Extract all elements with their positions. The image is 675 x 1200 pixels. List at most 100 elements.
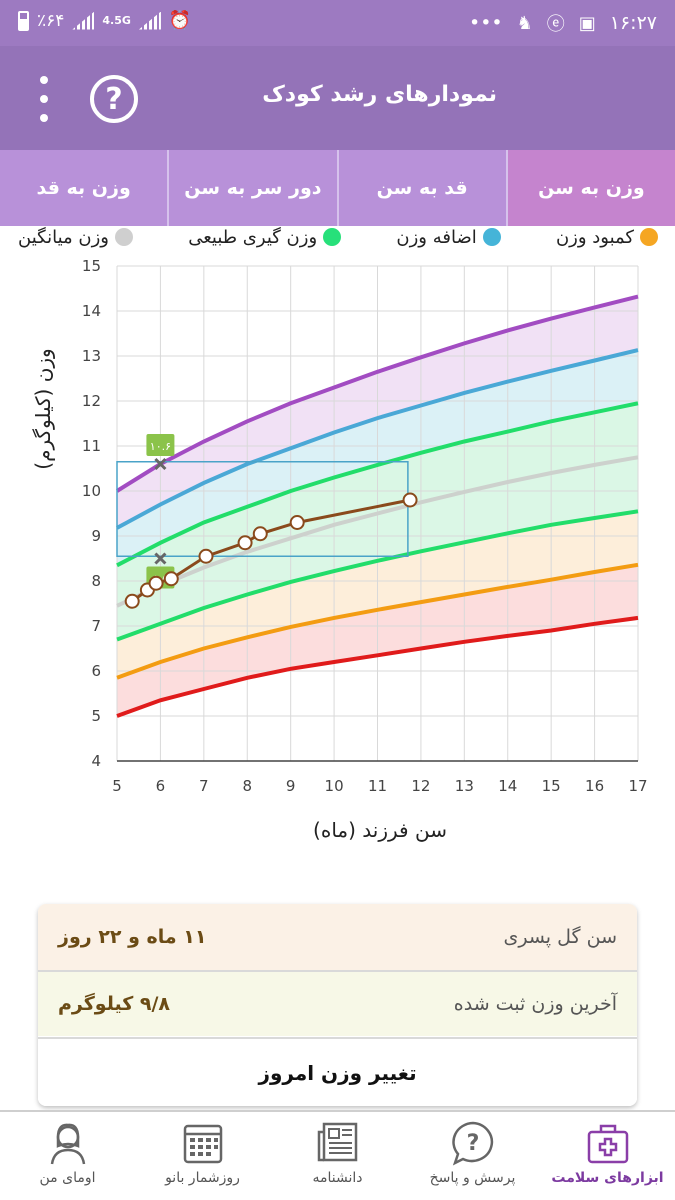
nav-label: ابزارهای سلامت xyxy=(551,1170,664,1186)
percentile-curve xyxy=(115,294,639,493)
chart-tabs: وزن به قد دور سر به سن قد به سن وزن به س… xyxy=(0,150,675,226)
x-tick-label: 6 xyxy=(156,777,166,795)
age-row: سن گل پسری ۱۱ ماه و ۲۲ روز xyxy=(38,904,637,970)
tab-weight-for-age[interactable]: وزن به سن xyxy=(507,150,675,226)
y-tick-label: 8 xyxy=(91,572,101,590)
y-tick-label: 7 xyxy=(91,617,101,635)
y-axis-label: وزن (کیلوگرم) xyxy=(31,348,55,470)
page-title: نمودارهای رشد کودک xyxy=(262,82,497,107)
nav-label: پرسش و پاسخ xyxy=(429,1170,516,1186)
child-weight-point xyxy=(148,575,164,591)
help-button[interactable]: ? xyxy=(90,75,138,123)
legend-average: وزن میانگین xyxy=(18,227,133,248)
y-tick-label: 4 xyxy=(91,752,101,770)
y-tick-label: 15 xyxy=(82,257,101,275)
notification-icon: ♞ xyxy=(516,12,533,34)
woman-icon xyxy=(50,1123,85,1165)
legend-dot xyxy=(323,228,342,246)
nav-item-health-tools[interactable]: ابزارهای سلامت xyxy=(540,1112,675,1200)
y-tick-label: 11 xyxy=(82,437,101,455)
svg-text:?: ? xyxy=(466,1131,479,1156)
child-weight-point xyxy=(163,571,179,587)
y-tick-label: 10 xyxy=(82,482,101,500)
percentile-curve xyxy=(116,348,639,530)
nav-item-questions[interactable]: ? پرسش و پاسخ xyxy=(405,1112,540,1200)
tab-height-for-age[interactable]: قد به سن xyxy=(339,150,508,226)
info-card: سن گل پسری ۱۱ ماه و ۲۲ روز آخرین وزن ثبت… xyxy=(38,904,637,1106)
percentile-curve xyxy=(116,615,639,718)
y-tick-label: 5 xyxy=(91,707,101,725)
percentile-curve xyxy=(116,509,639,642)
weight-row: آخرین وزن ثبت شده ۹/۸ کیلوگرم xyxy=(38,970,637,1036)
tab-head-for-age[interactable]: دور سر به سن xyxy=(169,150,339,226)
overflow-menu-icon[interactable] xyxy=(38,76,50,122)
battery-percent: ٪۶۴ xyxy=(37,10,65,31)
child-weight-point xyxy=(124,593,140,609)
battery-icon xyxy=(18,10,29,31)
x-tick-label: 11 xyxy=(368,777,387,795)
status-right: ••• ♞ ⓔ ▣ ۱۶:۲۷ xyxy=(469,10,657,36)
y-tick-label: 13 xyxy=(82,347,101,365)
legend-label: کمبود وزن xyxy=(555,226,634,248)
weight-value: ۹/۸ کیلوگرم xyxy=(58,993,171,1015)
tab-weight-for-height[interactable]: وزن به قد xyxy=(0,150,170,226)
legend-label: اضافه وزن xyxy=(396,226,477,248)
signal-icon xyxy=(72,11,95,30)
question-bubble-icon: ? xyxy=(451,1121,493,1166)
alarm-icon: ⏰ xyxy=(168,10,192,31)
gallery-icon: ▣ xyxy=(578,12,596,34)
network-type: 4.5G xyxy=(102,14,131,27)
x-tick-label: 16 xyxy=(585,777,604,795)
percentile-curve xyxy=(116,401,639,568)
x-tick-label: 15 xyxy=(542,777,561,795)
legend-overweight: اضافه وزن xyxy=(396,226,501,248)
y-tick-label: 9 xyxy=(91,527,101,545)
newspaper-icon xyxy=(317,1122,357,1162)
y-tick-label: 12 xyxy=(82,392,101,410)
legend-label: وزن گیری طبیعی xyxy=(188,226,318,248)
x-tick-label: 13 xyxy=(455,777,474,795)
x-tick-label: 10 xyxy=(325,777,344,795)
more-icon: ••• xyxy=(468,12,503,34)
status-bar: ٪۶۴ 4.5G ⏰ ••• ♞ ⓔ ▣ ۱۶:۲۷ xyxy=(0,0,675,46)
calendar-icon xyxy=(183,1124,222,1164)
legend-label: وزن میانگین xyxy=(18,226,109,248)
percentile-curve xyxy=(116,562,639,680)
y-axis-title: وزن (کیلوگرم) xyxy=(28,292,58,532)
help-icon: ? xyxy=(105,81,123,117)
legend-normal-gain: وزن گیری طبیعی xyxy=(188,226,342,248)
change-weight-button[interactable]: تغییر وزن امروز xyxy=(38,1037,637,1106)
y-tick-label: 6 xyxy=(91,662,101,680)
nav-item-my-profile[interactable]: اومای من xyxy=(0,1112,135,1200)
nav-item-encyclopedia[interactable]: دانشنامه xyxy=(270,1112,405,1200)
child-weight-point xyxy=(289,515,305,530)
legend-dot xyxy=(482,228,501,246)
medical-kit-icon xyxy=(587,1124,628,1164)
child-weight-point xyxy=(402,492,418,508)
x-tick-label: 8 xyxy=(242,777,252,795)
weight-label: آخرین وزن ثبت شده xyxy=(453,993,617,1015)
status-left: ٪۶۴ 4.5G ⏰ xyxy=(18,10,191,31)
age-value: ۱۱ ماه و ۲۲ روز xyxy=(58,926,207,948)
chart-legend: کمبود وزن اضافه وزن وزن گیری طبیعی وزن م… xyxy=(18,224,658,250)
x-tick-label: 17 xyxy=(628,777,647,795)
range-marker xyxy=(154,457,167,471)
y-tick-label: 14 xyxy=(82,302,101,320)
bottom-nav: اومای من روزشمار بانو دانشنامه ? xyxy=(0,1110,675,1200)
x-tick-label: 5 xyxy=(112,777,122,795)
x-tick-label: 7 xyxy=(199,777,209,795)
range-box xyxy=(116,461,409,557)
clock: ۱۶:۲۷ xyxy=(609,12,657,34)
child-weight-point xyxy=(198,548,214,564)
age-label: سن گل پسری xyxy=(503,926,618,948)
x-tick-label: 12 xyxy=(411,777,430,795)
range-marker xyxy=(154,552,167,565)
x-tick-label: 9 xyxy=(286,777,296,795)
nav-label: روزشمار بانو xyxy=(165,1170,240,1186)
legend-underweight: کمبود وزن xyxy=(556,227,658,248)
nav-item-calendar[interactable]: روزشمار بانو xyxy=(135,1112,270,1200)
growth-chart[interactable]: 5 6 7 8 9 10 11 12 13 14 15 16 17456789101112131415۱… xyxy=(0,250,675,850)
legend-dot xyxy=(114,228,133,246)
nav-label: دانشنامه xyxy=(312,1170,363,1186)
